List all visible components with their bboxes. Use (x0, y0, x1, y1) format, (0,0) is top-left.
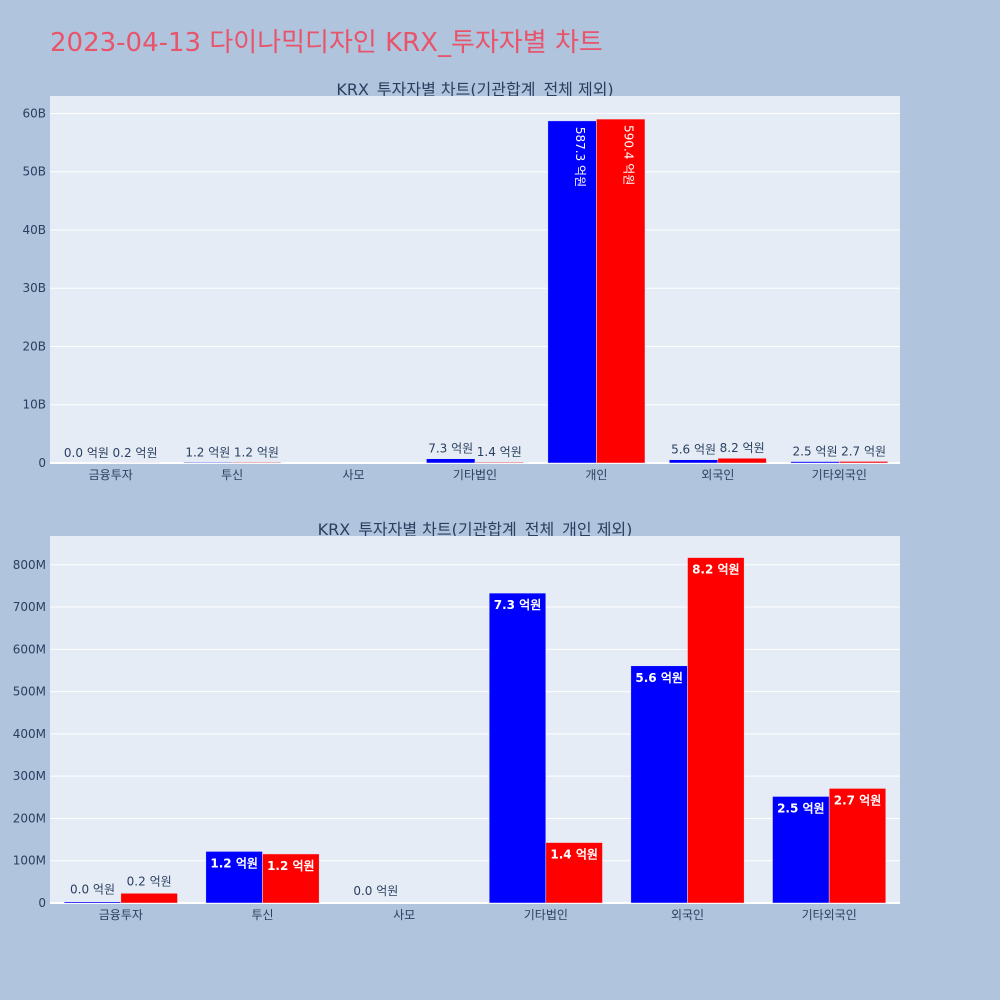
chart-1-title: KRX_투자자별 차트(기관합계_전체_개인 제외) (318, 520, 633, 540)
chart-1-bar-series_b (120, 893, 178, 904)
chart-1-xtick-label: 금융투자 (99, 908, 143, 922)
chart-1-bar-series_a (63, 901, 122, 904)
chart-1-ytick-label: 500M (13, 685, 46, 699)
chart-1-ytick-label: 0 (38, 896, 46, 910)
chart-1-ytick-label: 700M (13, 600, 46, 614)
chart-1-data-label: 1.2 억원 (210, 856, 258, 870)
chart-1-ytick-label: 200M (13, 811, 46, 825)
chart-top: KRX_투자자별 차트(기관합계_전체 제외) 0 10B 20B 30B 40B 50B 6… (22, 80, 900, 482)
chart-1-bar-series_a (630, 665, 688, 904)
chart-0-data-label: 1.2 억원 (234, 445, 279, 459)
chart-0-data-label: 587.3 억원 (573, 127, 587, 187)
chart-1-data-label: 8.2 억원 (692, 563, 740, 577)
chart-1-ytick-label: 100M (13, 854, 46, 868)
chart-0-data-label: 2.5 억원 (793, 445, 838, 459)
chart-1-data-label: 7.3 억원 (494, 598, 542, 612)
chart-1-data-label: 0.0 억원 (70, 883, 115, 897)
page-title: 2023-04-13 다이나믹디자인 KRX_투자자별 차트 (50, 28, 603, 58)
chart-0-bar-series_b (231, 462, 281, 464)
chart-1-ytick-label: 800M (13, 558, 46, 572)
chart-1-data-label: 2.5 억원 (777, 801, 825, 815)
chart-0-data-label: 7.3 억원 (428, 442, 473, 456)
chart-0-xtick-label: 기타법인 (453, 468, 497, 482)
chart-1-xtick-label: 외국인 (671, 908, 704, 922)
chart-1-bar-series_b (262, 853, 320, 904)
chart-1-ytick-label: 400M (13, 727, 46, 741)
chart-0-data-label: 8.2 억원 (720, 441, 765, 455)
chart-0-plot-area (50, 96, 900, 463)
chart-0-bar-series_a (547, 120, 597, 464)
chart-1-bar-series_b (545, 842, 603, 904)
chart-1-xtick-label: 투신 (251, 908, 273, 922)
chart-1-bar-series_a (205, 851, 263, 904)
chart-0-ytick-label: 60B (22, 106, 46, 120)
chart-0-ytick-label: 50B (22, 165, 46, 179)
chart-1-xtick-label: 기타외국인 (802, 908, 857, 922)
chart-0-data-label: 1.2 억원 (185, 445, 230, 459)
chart-0-data-label: 0.2 억원 (113, 446, 158, 460)
chart-1-xtick-label: 기타법인 (524, 908, 568, 922)
chart-1-data-label: 1.4 억원 (550, 848, 598, 862)
chart-1-ytick-label: 300M (13, 769, 46, 783)
chart-0-data-label: 0.0 억원 (64, 446, 109, 460)
chart-0-data-label: 2.7 억원 (841, 444, 886, 458)
chart-0-xtick-label: 사모 (343, 468, 365, 482)
chart-1-data-label: 2.7 억원 (834, 793, 882, 807)
chart-1-xtick-label: 사모 (393, 908, 415, 922)
chart-1-data-label: 1.2 억원 (267, 859, 315, 873)
chart-0-xtick-label: 외국인 (701, 468, 734, 482)
chart-0-xtick-label: 개인 (585, 468, 607, 482)
chart-0-bar-series_b (839, 461, 889, 464)
chart-1-bar-series_b (828, 788, 887, 904)
chart-1-data-label: 0.0 억원 (353, 884, 398, 898)
chart-0-ytick-label: 10B (22, 398, 46, 412)
chart-1-plot-area (50, 536, 900, 903)
chart-1-bar-series_b (687, 557, 745, 904)
chart-0-xtick-label: 투신 (221, 468, 243, 482)
chart-0-title: KRX_투자자별 차트(기관합계_전체 제외) (336, 80, 613, 100)
chart-1-data-label: 5.6 억원 (635, 671, 683, 685)
chart-1-ytick-label: 600M (13, 642, 46, 656)
chart-0-ytick-label: 30B (22, 281, 46, 295)
chart-1-bar-series_a (772, 796, 830, 904)
chart-0-bar-series_b (596, 118, 646, 464)
chart-1-bar-series_a (488, 592, 547, 904)
chart-0-data-label: 1.4 억원 (477, 445, 522, 459)
chart-0-ytick-label: 40B (22, 223, 46, 237)
chart-0-bar-series_b (717, 457, 767, 464)
chart-0-bar-series_b (474, 461, 524, 464)
chart-1-data-label: 0.2 억원 (127, 874, 172, 888)
chart-0-xtick-label: 기타외국인 (812, 468, 867, 482)
chart-0-bar-series_a (426, 458, 476, 464)
chart-0-data-label: 590.4 억원 (622, 125, 636, 185)
chart-0-data-label: 5.6 억원 (671, 443, 716, 457)
chart-0-ytick-label: 0 (38, 456, 46, 470)
chart-0-xtick-label: 금융투자 (89, 468, 133, 482)
chart-0-ytick-label: 20B (22, 339, 46, 353)
